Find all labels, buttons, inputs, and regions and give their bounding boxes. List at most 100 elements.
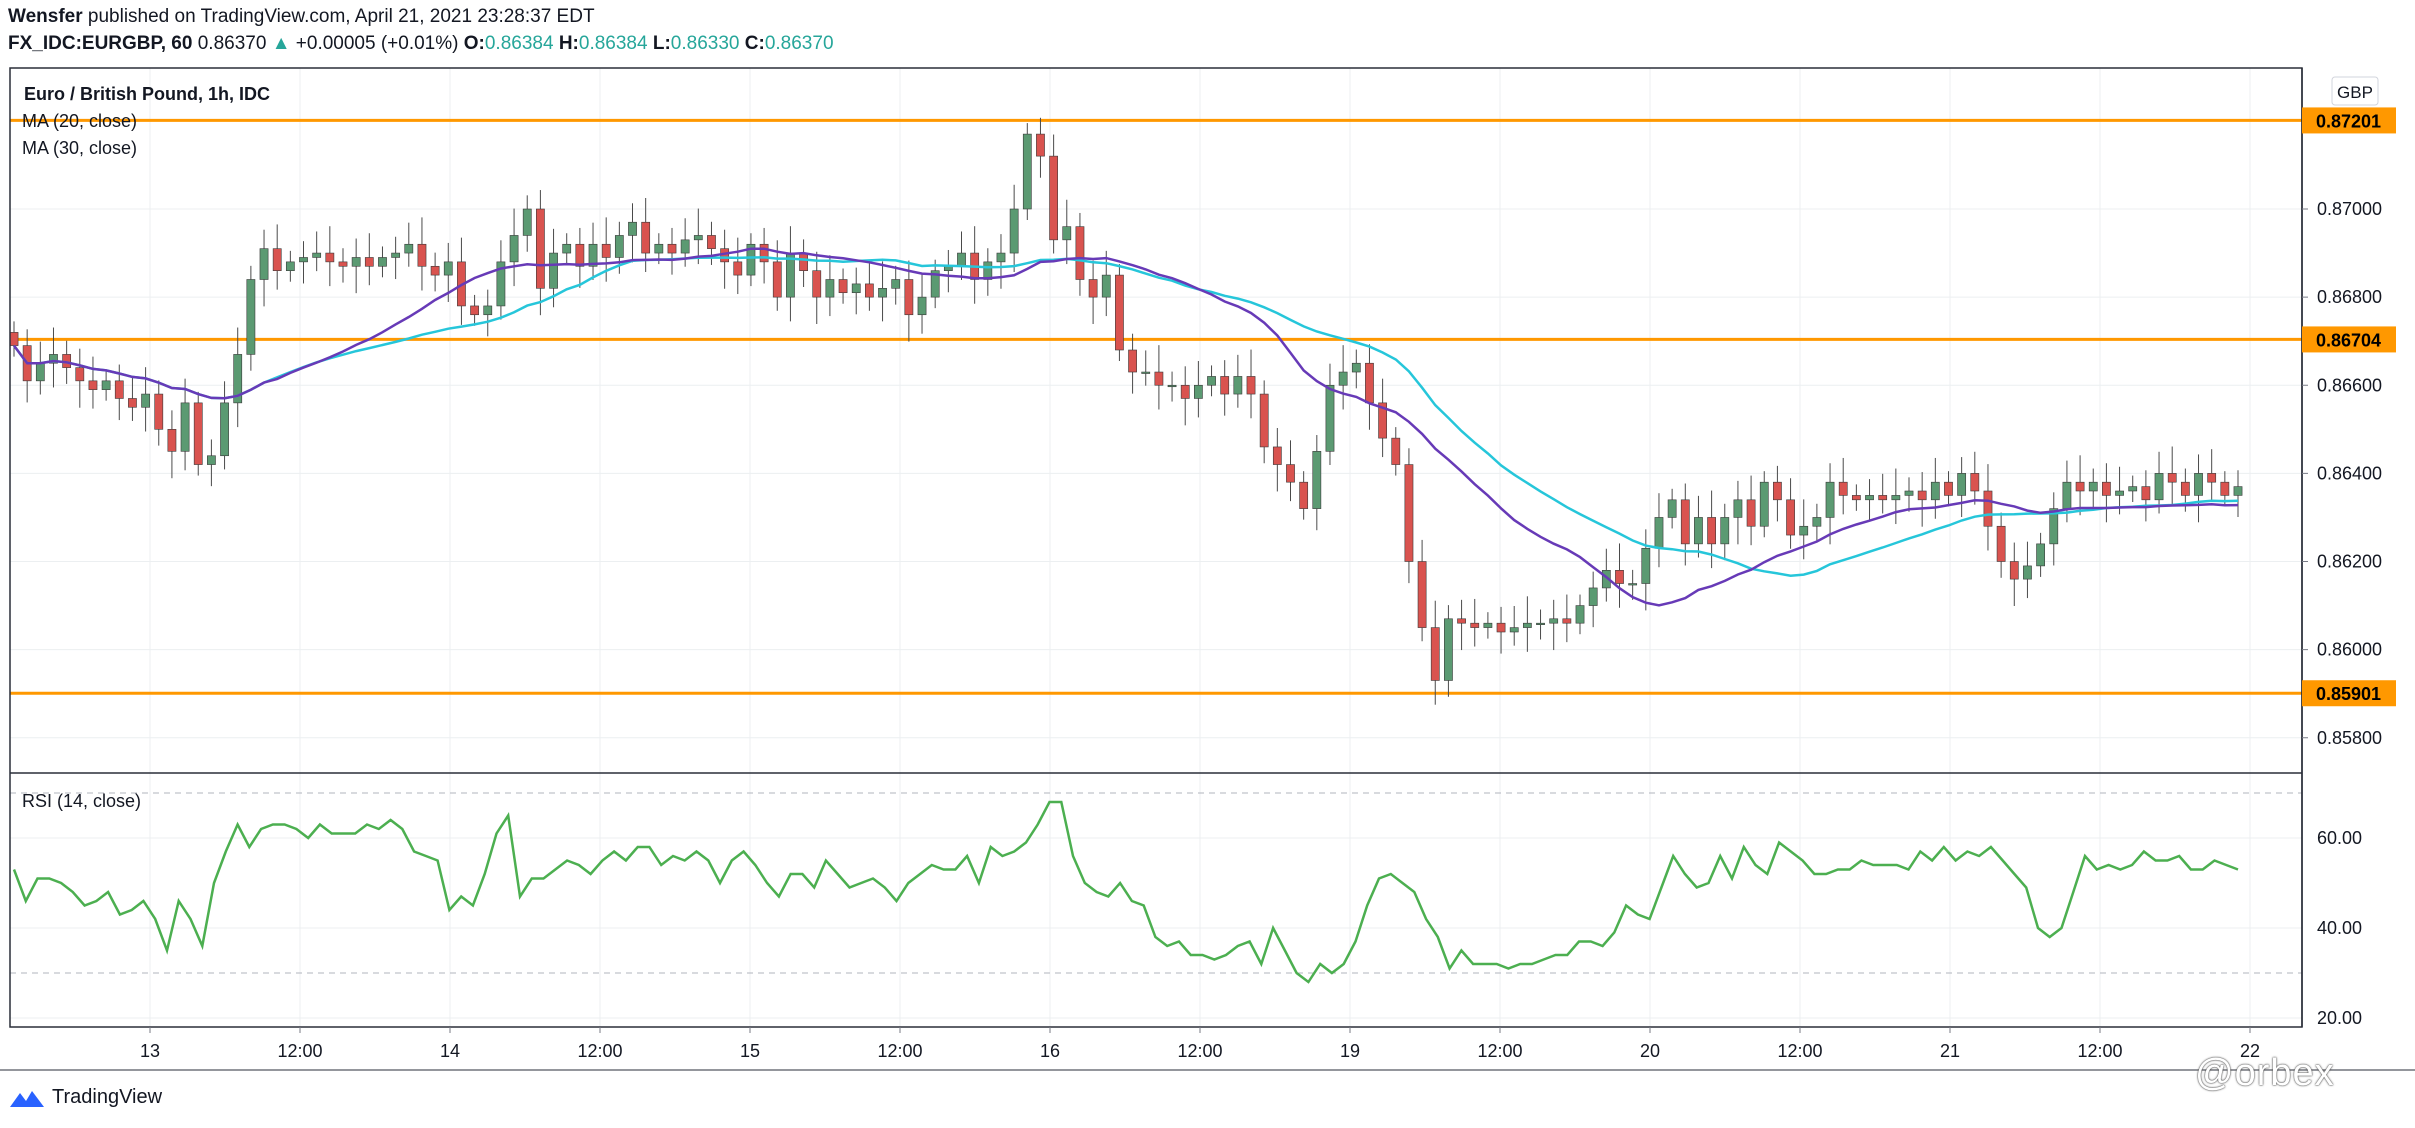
x-tick-label[interactable]: 16 xyxy=(1040,1041,1060,1061)
candle-body xyxy=(1930,481,1940,501)
candle-body xyxy=(996,252,1006,263)
x-tick-label[interactable]: 14 xyxy=(440,1041,460,1061)
close-value: 0.86370 xyxy=(764,33,834,54)
x-tick-label[interactable]: 22 xyxy=(2240,1041,2260,1061)
time-axis[interactable]: 13 12:00 14 12:00 15 12:00 16 12:00 19 12:00 20 12:… xyxy=(140,1027,2260,1061)
candle-body xyxy=(1575,605,1585,624)
candle-body xyxy=(575,243,585,267)
candle-body xyxy=(838,279,848,294)
candle-body xyxy=(1470,622,1480,628)
candle-body xyxy=(338,261,348,267)
level-price-label: 0.86704 xyxy=(2316,330,2381,350)
candle-body xyxy=(430,265,440,276)
footer-brand[interactable]: TradingView xyxy=(8,1086,162,1109)
candle-body xyxy=(628,221,637,236)
x-tick-label[interactable]: 12:00 xyxy=(2077,1041,2122,1061)
candle-body xyxy=(35,362,45,382)
rsi-legend[interactable]: RSI (14, close) xyxy=(22,791,141,811)
candle-body xyxy=(272,248,282,271)
candle-body xyxy=(1312,451,1322,509)
candle-body xyxy=(141,393,150,408)
open-value: 0.86384 xyxy=(484,33,554,54)
candle-body xyxy=(167,429,177,452)
candle-body xyxy=(1509,627,1519,633)
candle-body xyxy=(1891,495,1901,501)
candle-body xyxy=(220,402,229,457)
candle-body xyxy=(1851,495,1861,501)
plot-border xyxy=(9,67,2303,1028)
candle-body xyxy=(1720,517,1730,545)
candle-body xyxy=(1193,384,1203,399)
candle-body xyxy=(49,354,58,364)
candle-body xyxy=(1246,376,1256,395)
symbol-label[interactable]: FX_IDC:EURGBP, 60 xyxy=(8,33,193,54)
candle-body xyxy=(1549,618,1559,624)
candle-body xyxy=(1272,446,1282,465)
price-axis[interactable]: 0.85800 0.86000 0.86200 0.86400 0.86600 0.868… xyxy=(2302,107,2396,1028)
candle-body xyxy=(562,243,572,254)
candle-body xyxy=(364,257,374,267)
candle-body xyxy=(1115,274,1124,351)
candle-body xyxy=(2023,565,2032,580)
price-change: +0.00005 (+0.01%) xyxy=(295,33,459,54)
high-label: H: xyxy=(558,33,579,54)
candle-body xyxy=(799,252,808,271)
candle-body xyxy=(1667,499,1677,518)
candle-body xyxy=(1957,473,1967,496)
rsi-tick-label: 20.00 xyxy=(2317,1008,2362,1028)
candle-body xyxy=(930,270,940,298)
x-tick-label[interactable]: 20 xyxy=(1640,1041,1660,1061)
chart-title: Euro / British Pound, 1h, IDC xyxy=(24,84,270,104)
candle-body xyxy=(1917,490,1927,501)
candle-body xyxy=(1457,618,1466,624)
open-label: O: xyxy=(463,33,485,54)
candle-body xyxy=(667,243,677,254)
brand-name: TradingView xyxy=(52,1086,163,1108)
currency-badge: GBP xyxy=(2331,76,2379,106)
candle-body xyxy=(1391,437,1401,465)
candle-body xyxy=(1404,464,1414,562)
x-tick-label[interactable]: 13 xyxy=(140,1041,160,1061)
candle-body xyxy=(1233,376,1243,395)
rsi-line xyxy=(12,800,2239,984)
candle-body xyxy=(2102,481,2111,496)
candle-body xyxy=(1417,561,1427,628)
candle-body xyxy=(114,380,124,399)
candle-body xyxy=(614,235,624,258)
candle-body xyxy=(193,402,203,465)
candle-body xyxy=(9,332,19,346)
ma30-legend[interactable]: MA (30, close) xyxy=(22,138,137,158)
candle-body xyxy=(299,257,308,263)
x-tick-label[interactable]: 12:00 xyxy=(1777,1041,1822,1061)
author-name[interactable]: Wensfer xyxy=(8,6,83,27)
candle-body xyxy=(1141,371,1151,374)
x-tick-label[interactable]: 21 xyxy=(1940,1041,1960,1061)
candle-body xyxy=(2180,481,2190,496)
candle-body xyxy=(2128,486,2138,492)
x-tick-label[interactable]: 12:00 xyxy=(277,1041,322,1061)
x-tick-label[interactable]: 12:00 xyxy=(877,1041,922,1061)
level-price-label: 0.87201 xyxy=(2316,111,2381,131)
rsi-tick-label: 40.00 xyxy=(2317,918,2362,938)
ma20-legend[interactable]: MA (20, close) xyxy=(22,111,137,131)
currency-label: GBP xyxy=(2337,83,2373,102)
x-tick-label[interactable]: 12:00 xyxy=(1177,1041,1222,1061)
x-tick-label[interactable]: 19 xyxy=(1340,1041,1360,1061)
candle-body xyxy=(1207,376,1216,386)
candle-body xyxy=(1536,622,1545,625)
candle-body xyxy=(88,380,98,390)
x-tick-label[interactable]: 15 xyxy=(740,1041,760,1061)
candle-body xyxy=(1483,622,1493,628)
candle-body xyxy=(1049,155,1059,241)
candle-body xyxy=(1154,371,1164,386)
candle-body xyxy=(1259,393,1269,448)
candle-body xyxy=(601,243,611,258)
low-value: 0.86330 xyxy=(670,33,740,54)
candle-body xyxy=(891,279,901,289)
candle-body xyxy=(1365,362,1374,404)
x-tick-label[interactable]: 12:00 xyxy=(1477,1041,1522,1061)
x-tick-label[interactable]: 12:00 xyxy=(577,1041,622,1061)
candle-body xyxy=(2036,543,2045,567)
candle-body xyxy=(2233,486,2243,496)
